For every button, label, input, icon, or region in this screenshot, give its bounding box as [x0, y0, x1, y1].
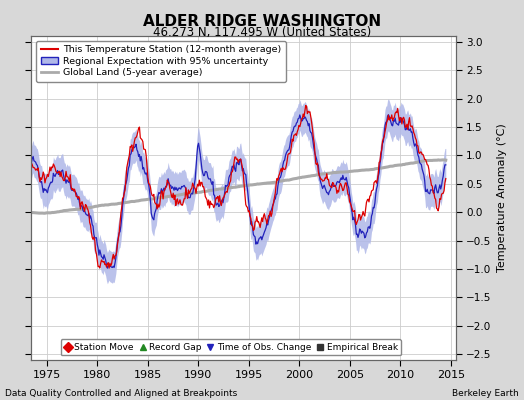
Legend: Station Move, Record Gap, Time of Obs. Change, Empirical Break: Station Move, Record Gap, Time of Obs. C… [61, 339, 401, 356]
Text: ALDER RIDGE WASHINGTON: ALDER RIDGE WASHINGTON [143, 14, 381, 29]
Text: Data Quality Controlled and Aligned at Breakpoints: Data Quality Controlled and Aligned at B… [5, 389, 237, 398]
Y-axis label: Temperature Anomaly (°C): Temperature Anomaly (°C) [497, 124, 507, 272]
Text: 46.273 N, 117.495 W (United States): 46.273 N, 117.495 W (United States) [153, 26, 371, 39]
Text: Berkeley Earth: Berkeley Earth [452, 389, 519, 398]
